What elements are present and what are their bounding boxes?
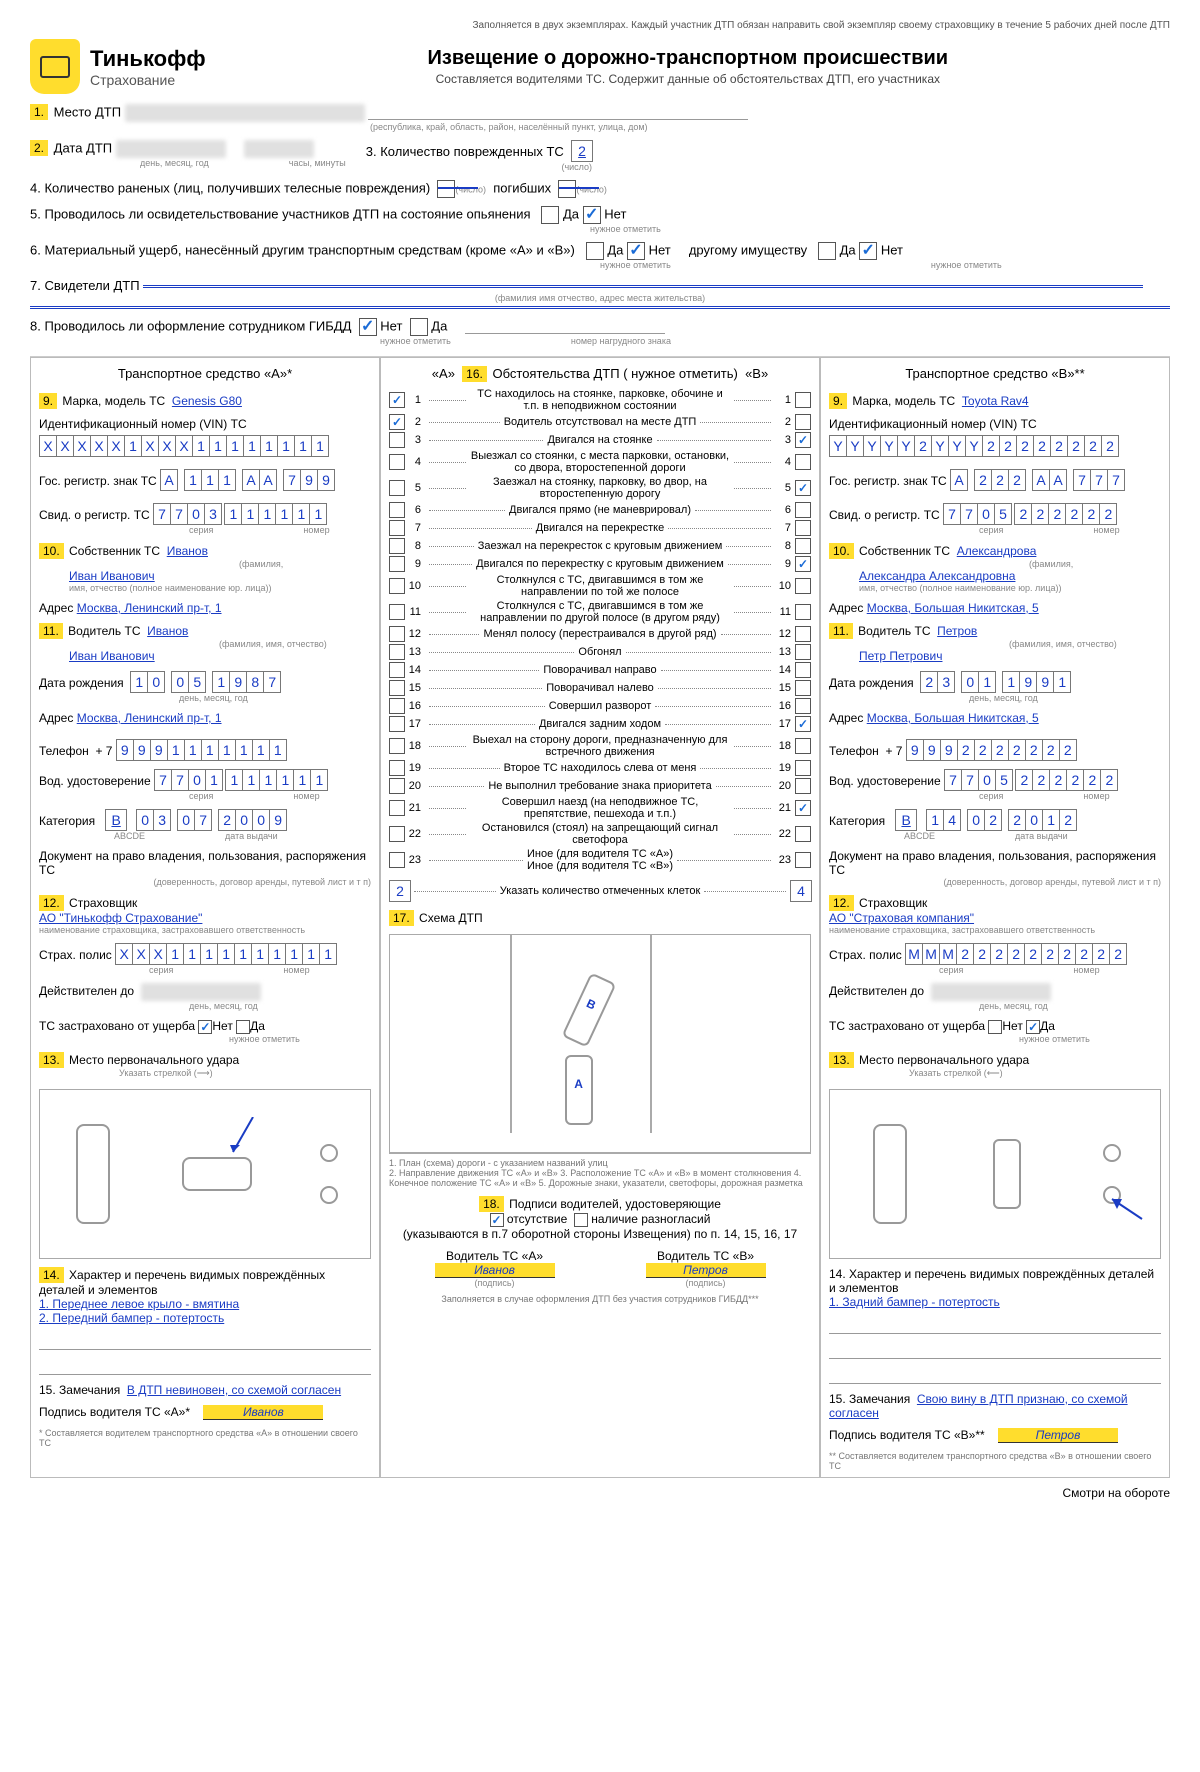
vehicle-b-column: Транспортное средство «B»** 9. Марка, мо… (820, 357, 1170, 1478)
num-1: 1. (30, 104, 48, 120)
s2-label: Дата ДТП (54, 140, 113, 155)
dead-box[interactable] (558, 180, 576, 198)
b-brand[interactable]: Toyota Rav4 (962, 394, 1029, 408)
b-plate[interactable]: A222AA777 (950, 469, 1124, 491)
a-vin[interactable]: XXXXX1XXX11111111 (39, 435, 371, 457)
vehicle-a-column: Транспортное средство «A»* 9. Марка, мод… (30, 357, 380, 1478)
brand: Тинькофф (90, 46, 206, 72)
s2-date-blur (116, 140, 226, 158)
a-signature[interactable]: Иванов (203, 1405, 323, 1420)
num-2: 2. (30, 140, 48, 156)
s5-no[interactable]: ✓ (583, 206, 601, 224)
logo-shield-icon (30, 39, 80, 94)
s2-time-blur (244, 140, 314, 158)
a-impact-diagram (39, 1089, 371, 1259)
form-subtitle: Составляется водителями ТС. Содержит дан… (206, 72, 1170, 86)
s1-hint: (республика, край, область, район, насел… (370, 122, 1170, 132)
top-note: Заполняется в двух экземплярах. Каждый у… (30, 20, 1170, 31)
b-vin[interactable]: YYYYY2YYY22222222 (829, 435, 1161, 457)
b-impact-diagram (829, 1089, 1161, 1259)
circumstances-column: «A» 16. Обстоятельства ДТП ( нужное отме… (380, 357, 820, 1478)
s1-value-blur (125, 104, 365, 122)
mid-sig-a[interactable]: Иванов (435, 1263, 555, 1278)
mid-sig-b[interactable]: Петров (646, 1263, 766, 1278)
flip-note: Смотри на обороте (30, 1486, 1170, 1500)
count-a[interactable]: 2 (389, 880, 411, 902)
b-signature[interactable]: Петров (998, 1428, 1118, 1443)
s3-label: 3. (366, 144, 380, 159)
count-b[interactable]: 4 (790, 880, 812, 902)
s1-label: Место ДТП (54, 104, 121, 119)
brand-sub: Страхование (90, 72, 206, 88)
form-title: Извещение о дорожно-транспортном происше… (206, 47, 1170, 70)
logo: Тинькофф Страхование (30, 39, 206, 94)
a-plate[interactable]: A111AA799 (160, 469, 334, 491)
a-brand[interactable]: Genesis G80 (172, 394, 242, 408)
s3-value[interactable]: 2 (571, 140, 593, 162)
scheme-diagram: A B (389, 934, 811, 1154)
s5-yes[interactable] (541, 206, 559, 224)
injured-box[interactable] (437, 180, 455, 198)
